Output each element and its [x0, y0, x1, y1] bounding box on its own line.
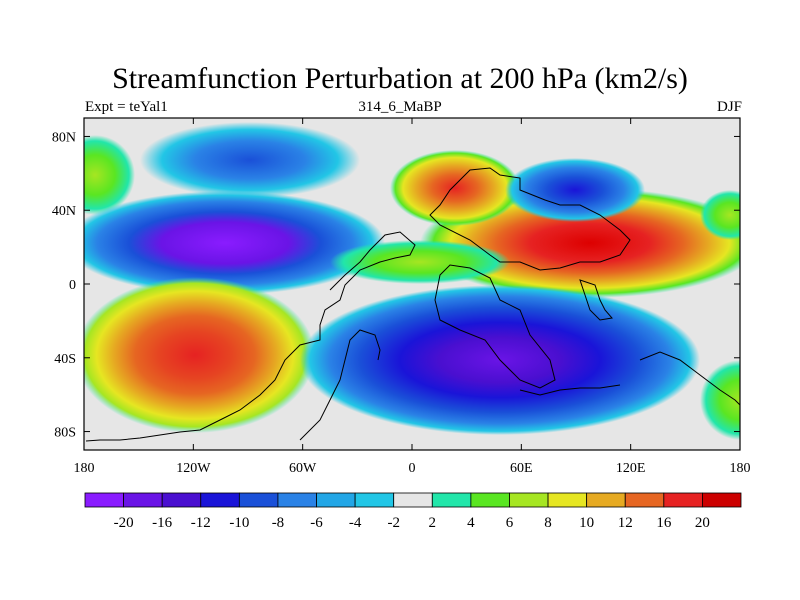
x-tick-label: 60W	[289, 461, 317, 476]
colorbar-label: -16	[152, 515, 172, 531]
colorbar-swatch	[316, 492, 356, 508]
colorbar-swatch	[238, 492, 279, 508]
x-tick-label: 60E	[510, 461, 533, 476]
y-tick-label: 40N	[52, 204, 76, 219]
axis-labels: 180 120W 60W 0 60E 120E 180 80N 40N 0 40S 80S	[52, 130, 751, 476]
colorbar-label: 10	[579, 515, 594, 531]
colorbar-swatch	[431, 492, 472, 508]
run-label: 314_6_MaBP	[358, 99, 442, 115]
colorbar-swatch	[84, 492, 124, 508]
y-tick-label: 80N	[52, 130, 76, 145]
colorbar-swatch	[354, 492, 395, 508]
axis-ticks	[83, 118, 741, 450]
x-tick-label: 0	[409, 461, 416, 476]
colorbar-swatch	[393, 492, 433, 508]
colorbar-label: -10	[229, 515, 249, 531]
colorbar-label: 6	[506, 515, 514, 531]
colorbar-label: 2	[429, 515, 437, 531]
colorbar-swatch	[161, 492, 202, 508]
x-tick-label: 120E	[616, 461, 646, 476]
x-tick-label: 180	[730, 461, 751, 476]
coastlines	[85, 167, 740, 442]
x-tick-label: 180	[74, 461, 95, 476]
colorbar-label: -12	[191, 515, 211, 531]
y-tick-label: 80S	[54, 426, 76, 441]
colorbar-label: 20	[695, 515, 710, 531]
colorbar-swatch	[547, 492, 588, 508]
colorbar-label: -4	[349, 515, 362, 531]
x-tick-label: 120W	[176, 461, 211, 476]
colorbar-label: -20	[114, 515, 134, 531]
colorbar-label: -8	[272, 515, 285, 531]
colorbar-swatch	[702, 492, 742, 508]
season-label: DJF	[716, 99, 742, 115]
colorbar-swatch	[470, 492, 510, 508]
colorbar-swatch	[277, 492, 317, 508]
experiment-label: Expt = teYal1	[85, 99, 168, 115]
colorbar-swatch	[509, 492, 549, 508]
colorbar-label: 12	[618, 515, 633, 531]
colorbar-label: 8	[544, 515, 552, 531]
colorbar-swatch	[624, 492, 665, 508]
colorbar-label: -2	[387, 515, 400, 531]
colorbar-label: 16	[656, 515, 672, 531]
y-tick-label: 40S	[54, 352, 76, 367]
colorbar-swatch	[123, 492, 163, 508]
colorbar-label: 4	[467, 515, 475, 531]
colorbar-labels: -20 -16 -12 -10 -8 -6 -4 -2 2 4 6 8 10 12 16 20	[114, 515, 710, 531]
map-title: Streamfunction Perturbation at 200 hPa (…	[112, 62, 688, 95]
y-tick-label: 0	[69, 278, 76, 293]
colorbar-swatch	[586, 492, 626, 508]
colorbar-swatch	[663, 492, 703, 508]
colorbar-label: -6	[310, 515, 323, 531]
colorbar-boxes	[84, 492, 742, 508]
colorbar-swatch	[200, 492, 240, 508]
